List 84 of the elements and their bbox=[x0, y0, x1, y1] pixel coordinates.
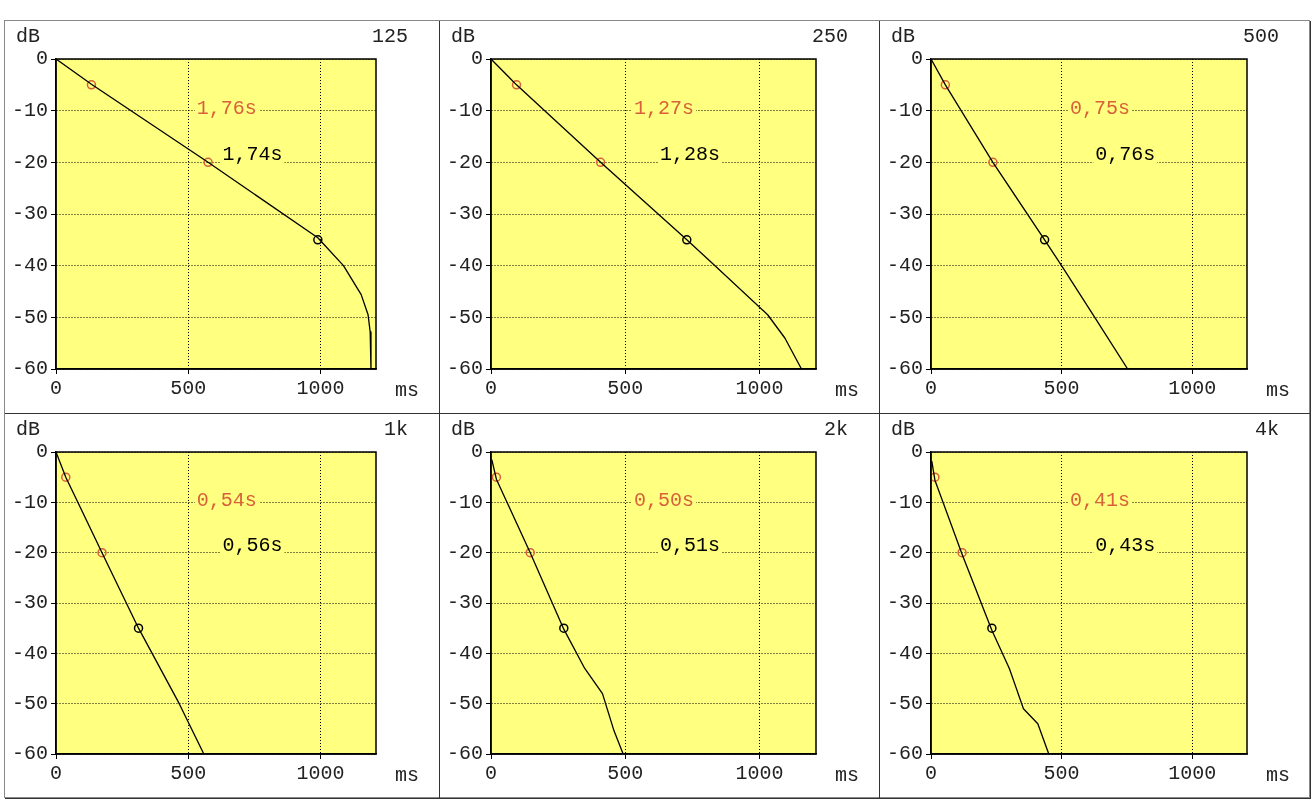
y-axis-title: dB bbox=[451, 25, 476, 49]
annotation: 0,54s bbox=[196, 488, 257, 512]
annotation: 1,74s bbox=[222, 143, 283, 167]
y-tick-label: -30 bbox=[886, 591, 924, 615]
y-tick-label: -50 bbox=[886, 305, 924, 329]
y-tick-label: -60 bbox=[886, 357, 924, 381]
y-tick-label: -40 bbox=[11, 641, 49, 665]
y-tick-label: -60 bbox=[446, 357, 484, 381]
y-tick-label: -30 bbox=[11, 591, 49, 615]
y-tick-label: -30 bbox=[446, 591, 484, 615]
y-tick-label: -30 bbox=[11, 202, 49, 226]
annotation: 1,76s bbox=[196, 96, 257, 120]
x-tick-label: 1000 bbox=[1168, 377, 1217, 401]
y-tick-label: -50 bbox=[11, 305, 49, 329]
y-tick-label: 0 bbox=[470, 440, 484, 464]
y-tick-label: -40 bbox=[446, 253, 484, 277]
y-axis-title: dB bbox=[16, 25, 41, 49]
y-tick-label: -50 bbox=[446, 691, 484, 715]
x-axis-title: ms bbox=[834, 379, 860, 403]
x-tick-label: 500 bbox=[607, 377, 644, 401]
y-tick-label: -10 bbox=[11, 490, 49, 514]
y-tick-label: -30 bbox=[446, 202, 484, 226]
y-tick-label: -40 bbox=[886, 253, 924, 277]
x-tick-label: 500 bbox=[170, 377, 207, 401]
y-tick-label: -20 bbox=[11, 540, 49, 564]
y-tick-label: -50 bbox=[886, 691, 924, 715]
y-tick-label: -20 bbox=[446, 150, 484, 174]
x-tick-label: 500 bbox=[607, 762, 644, 786]
x-axis-title: ms bbox=[1265, 379, 1291, 403]
y-axis-title: dB bbox=[451, 418, 476, 442]
x-axis-title: ms bbox=[394, 379, 420, 403]
x-tick-label: 1000 bbox=[296, 762, 345, 786]
y-tick-label: -40 bbox=[11, 253, 49, 277]
chart-title: 4k bbox=[1254, 418, 1279, 442]
y-tick-label: -10 bbox=[886, 98, 924, 122]
x-tick-label: 1000 bbox=[735, 762, 784, 786]
x-tick-label: 1000 bbox=[296, 377, 345, 401]
annotation: 0,43s bbox=[1095, 533, 1156, 557]
y-tick-label: -10 bbox=[446, 98, 484, 122]
annotation: 0,51s bbox=[660, 533, 721, 557]
x-axis-title: ms bbox=[1265, 764, 1291, 788]
y-tick-label: -40 bbox=[886, 641, 924, 665]
x-tick-label: 500 bbox=[170, 762, 207, 786]
x-tick-label: 1000 bbox=[735, 377, 784, 401]
y-tick-label: 0 bbox=[35, 47, 49, 71]
y-tick-label: -60 bbox=[886, 742, 924, 766]
y-tick-label: -60 bbox=[11, 742, 49, 766]
x-tick-label: 1000 bbox=[1168, 762, 1217, 786]
annotation: 0,50s bbox=[634, 488, 695, 512]
x-tick-label: 500 bbox=[1043, 377, 1080, 401]
y-tick-label: 0 bbox=[35, 440, 49, 464]
y-tick-label: -20 bbox=[11, 150, 49, 174]
x-axis-title: ms bbox=[834, 764, 860, 788]
y-tick-label: -30 bbox=[886, 202, 924, 226]
y-tick-label: -40 bbox=[446, 641, 484, 665]
y-tick-label: -20 bbox=[446, 540, 484, 564]
y-tick-label: -50 bbox=[446, 305, 484, 329]
chart-title: 125 bbox=[371, 25, 408, 49]
annotation: 0,75s bbox=[1070, 96, 1131, 120]
x-tick-label: 500 bbox=[1043, 762, 1080, 786]
chart-title: 2k bbox=[823, 418, 848, 442]
annotation: 1,28s bbox=[660, 143, 721, 167]
y-tick-label: -60 bbox=[11, 357, 49, 381]
y-tick-label: -50 bbox=[11, 691, 49, 715]
chart-title: 250 bbox=[811, 25, 848, 49]
y-tick-label: -10 bbox=[886, 490, 924, 514]
y-tick-label: 0 bbox=[910, 47, 924, 71]
y-tick-label: -20 bbox=[886, 150, 924, 174]
y-tick-label: -10 bbox=[11, 98, 49, 122]
y-axis-title: dB bbox=[891, 418, 916, 442]
annotation: 0,56s bbox=[222, 533, 283, 557]
y-axis-title: dB bbox=[891, 25, 916, 49]
y-tick-label: -10 bbox=[446, 490, 484, 514]
y-tick-label: -60 bbox=[446, 742, 484, 766]
annotation: 1,27s bbox=[634, 96, 695, 120]
chart-title: 1k bbox=[383, 418, 408, 442]
chart-title: 500 bbox=[1242, 25, 1279, 49]
annotation: 0,41s bbox=[1070, 488, 1131, 512]
y-tick-label: 0 bbox=[470, 47, 484, 71]
y-axis-title: dB bbox=[16, 418, 41, 442]
annotation: 0,76s bbox=[1095, 143, 1156, 167]
x-axis-title: ms bbox=[394, 764, 420, 788]
y-tick-label: -20 bbox=[886, 540, 924, 564]
y-tick-label: 0 bbox=[910, 440, 924, 464]
